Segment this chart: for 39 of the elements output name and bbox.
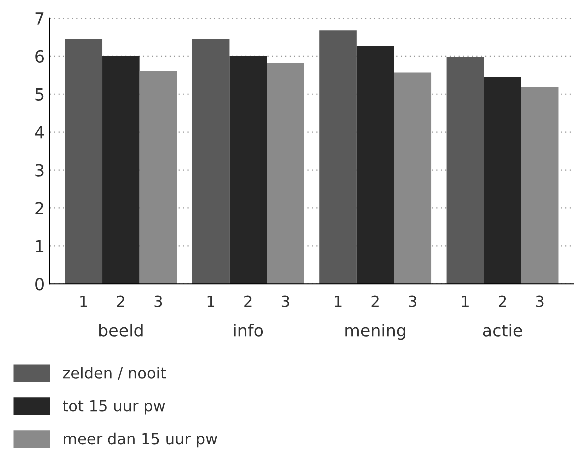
bar bbox=[484, 77, 522, 284]
bar bbox=[230, 56, 268, 284]
text: 3 bbox=[409, 296, 417, 308]
text: 1 bbox=[80, 296, 88, 308]
bar bbox=[192, 38, 230, 284]
y-tick-label: 6 bbox=[36, 50, 44, 63]
y-tick-label: 2 bbox=[36, 202, 44, 215]
bar bbox=[356, 46, 394, 284]
legend-label: zelden / nooit bbox=[63, 367, 166, 380]
bar bbox=[102, 56, 140, 284]
text: 2 bbox=[117, 296, 124, 308]
text: 1 bbox=[462, 296, 469, 308]
text: 3 bbox=[536, 296, 544, 308]
y-tick-label: 5 bbox=[36, 88, 44, 101]
legend-label: meer dan 15 uur pw bbox=[64, 432, 218, 448]
text: 1 bbox=[335, 296, 342, 308]
bar bbox=[320, 30, 357, 284]
text: 3 bbox=[154, 296, 162, 308]
text: 2 bbox=[499, 296, 506, 308]
bar bbox=[267, 63, 304, 284]
bar bbox=[521, 87, 559, 284]
y-tick-label: 3 bbox=[36, 164, 44, 177]
y-tick-label: 7 bbox=[36, 12, 44, 25]
bar bbox=[140, 71, 178, 284]
text: 2 bbox=[372, 296, 379, 308]
bar bbox=[394, 72, 432, 284]
text: 2 bbox=[244, 296, 252, 308]
x-tick-label: mening bbox=[346, 324, 406, 340]
y-tick-label: 4 bbox=[35, 126, 44, 139]
y-tick-label: 0 bbox=[36, 278, 44, 291]
x-tick-label: actie bbox=[483, 324, 522, 337]
bar bbox=[65, 38, 103, 284]
x-tick-label: info bbox=[234, 324, 264, 337]
legend-label: tot 15 uur pw bbox=[63, 400, 166, 415]
y-tick-label: 1 bbox=[36, 240, 44, 253]
x-tick-label: beeld bbox=[100, 324, 143, 337]
bar bbox=[446, 57, 484, 284]
text: 1 bbox=[208, 296, 215, 308]
text: 3 bbox=[282, 296, 290, 308]
